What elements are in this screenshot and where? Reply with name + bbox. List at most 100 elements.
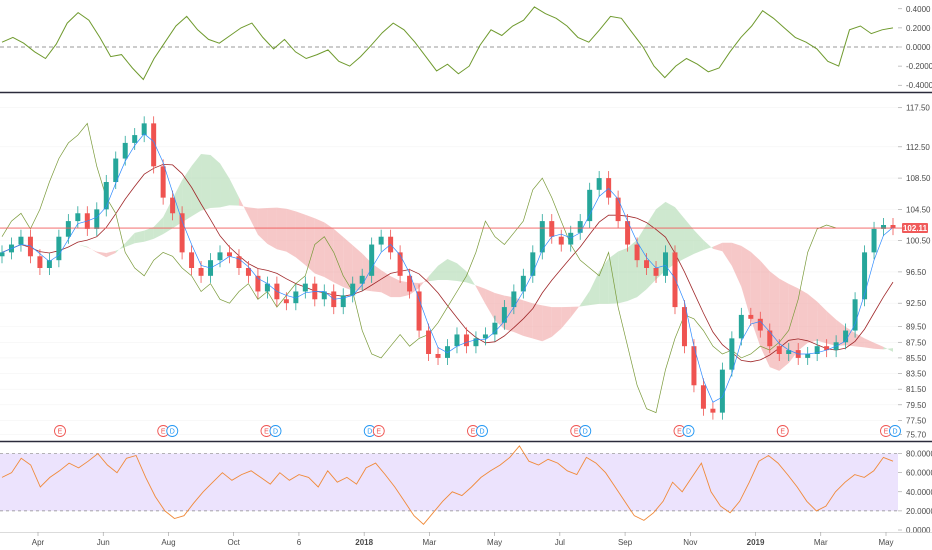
candle-body xyxy=(539,221,545,253)
candle-body xyxy=(37,256,43,268)
x-tick-label: 2019 xyxy=(747,538,765,547)
candle xyxy=(719,362,725,420)
earnings-event-icon[interactable]: E xyxy=(157,425,170,437)
cloud-segment xyxy=(390,276,401,298)
cloud-segment xyxy=(580,290,590,307)
candle xyxy=(236,249,242,276)
cloud-segment xyxy=(77,244,88,248)
candle xyxy=(217,245,223,268)
candle-body xyxy=(492,322,498,335)
candle xyxy=(549,214,555,244)
cloud-segment xyxy=(324,222,334,283)
candle-body xyxy=(862,252,868,300)
candle xyxy=(700,378,706,416)
time-x-axis[interactable]: Apr Jun Aug Oct 6 2018 Mar May Jul Sep Nov 2019 Mar M… xyxy=(32,532,894,547)
cloud-segment xyxy=(182,165,192,223)
candle xyxy=(445,339,450,365)
candle-body xyxy=(625,221,631,245)
candle xyxy=(482,327,488,346)
candle-body xyxy=(663,252,669,276)
candle xyxy=(511,284,517,315)
dividend-event-icon[interactable]: D xyxy=(476,425,488,437)
dividend-event-icon[interactable]: D xyxy=(889,425,901,437)
candle xyxy=(27,229,33,264)
cloud-segment xyxy=(561,306,571,329)
cloud-segment xyxy=(144,226,154,242)
cloud-segment xyxy=(305,214,315,274)
price-panel[interactable]: 117.50 112.50 108.50 104.50 100.50 96.50 92.50… xyxy=(0,104,931,440)
candle xyxy=(615,190,621,229)
candle xyxy=(293,284,299,311)
candle-body xyxy=(748,314,754,319)
candle xyxy=(255,268,261,299)
earnings-event-icon[interactable]: E xyxy=(260,425,273,437)
x-tick-label: Mar xyxy=(814,538,828,547)
earnings-event-icon[interactable]: E xyxy=(372,425,385,437)
cloud-segment xyxy=(807,293,818,343)
cloud-segment xyxy=(589,271,600,306)
oscillator-panel[interactable]: 0.4000 0.2000 0.0000 -0.2000 -0.4000 xyxy=(0,5,932,90)
candle xyxy=(748,307,754,326)
y-tick-label: 104.50 xyxy=(906,205,931,214)
cloud-segment xyxy=(731,242,742,287)
dividend-event-icon[interactable]: D xyxy=(269,425,282,437)
candle-body xyxy=(0,252,5,257)
event-label: E xyxy=(471,429,476,436)
candle-body xyxy=(653,268,659,276)
event-label: D xyxy=(170,429,175,436)
candle xyxy=(132,128,138,150)
candle-body xyxy=(321,291,327,300)
rsi-panel[interactable]: 80.0000 60.0000 40.0000 20.0000 0.0000 xyxy=(0,445,932,535)
dividend-event-icon[interactable]: D xyxy=(166,425,179,437)
cloud-segment xyxy=(333,228,344,288)
dividend-event-icon[interactable]: D xyxy=(682,425,695,437)
event-label: E xyxy=(264,429,269,436)
rsi-series-line xyxy=(1,445,894,525)
candle-body xyxy=(710,408,716,413)
y-tick-label: -0.2000 xyxy=(906,62,932,71)
event-label: D xyxy=(479,429,484,436)
y-tick-label: 96.50 xyxy=(906,268,927,277)
cloud-segment xyxy=(438,258,448,280)
candle xyxy=(160,159,166,205)
candle xyxy=(189,245,195,276)
earnings-event-icon[interactable]: E xyxy=(570,425,583,437)
candle-body xyxy=(824,346,830,351)
candle-body xyxy=(881,225,887,229)
y-tick-label: 0.0000 xyxy=(906,43,931,52)
earnings-event-icon[interactable]: E xyxy=(776,425,789,437)
cloud-segment xyxy=(456,263,467,283)
candle-body xyxy=(179,213,185,253)
candle-body xyxy=(170,197,176,214)
cloud-segment xyxy=(551,307,562,337)
cloud-segment xyxy=(883,346,893,352)
candle xyxy=(606,171,612,205)
candle xyxy=(369,237,375,283)
candle-body xyxy=(293,291,299,304)
candle xyxy=(435,346,441,365)
event-marker xyxy=(579,425,592,437)
candle-body xyxy=(719,369,725,413)
cloud-segment xyxy=(542,305,552,342)
y-tick-label: 79.50 xyxy=(906,401,927,410)
x-tick-label: Mar xyxy=(422,538,436,547)
candle xyxy=(350,276,356,303)
candle xyxy=(881,217,887,236)
candle xyxy=(520,268,526,299)
y-tick-label: 117.50 xyxy=(906,104,930,113)
candle-body xyxy=(397,252,403,276)
candle-body xyxy=(236,256,242,268)
candle-body xyxy=(596,178,602,190)
candle-body xyxy=(56,236,62,261)
dividend-event-icon[interactable]: D xyxy=(579,425,592,437)
last-price-label: 102.11 xyxy=(902,223,928,234)
cloud-segment xyxy=(191,153,202,217)
candle-body xyxy=(644,260,650,268)
candle-body xyxy=(634,244,640,261)
earnings-event-icon[interactable]: E xyxy=(54,425,66,437)
candle xyxy=(596,171,602,197)
candle xyxy=(530,245,536,283)
candle xyxy=(843,323,849,350)
